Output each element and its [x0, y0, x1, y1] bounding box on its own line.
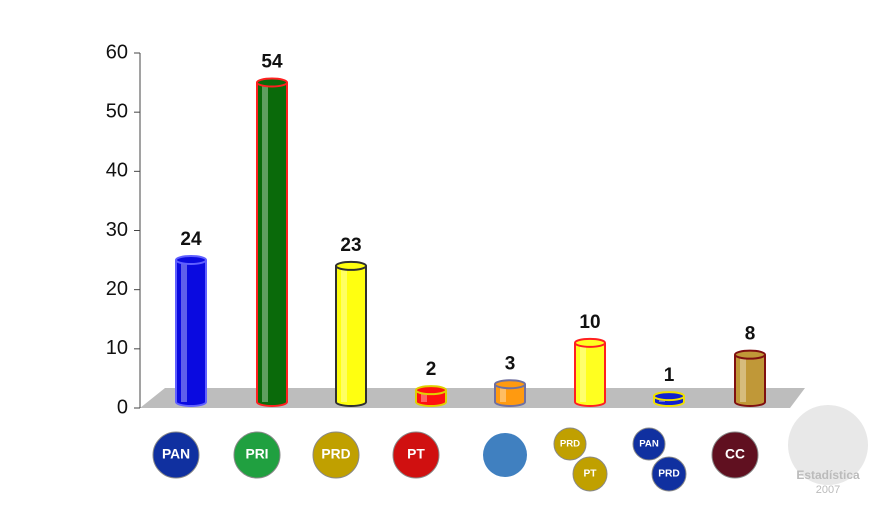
bar-part — [580, 342, 586, 402]
bar-part — [335, 260, 367, 271]
bar-part — [257, 82, 287, 402]
party-logo-label: PRD — [658, 469, 680, 480]
bar — [415, 385, 447, 407]
bar — [653, 391, 685, 407]
bar-part — [500, 384, 506, 402]
bar-part — [735, 354, 765, 402]
bar — [734, 349, 766, 407]
y-tick-label: 0 — [117, 396, 128, 418]
value-label: 1 — [664, 365, 675, 386]
y-tick-label: 40 — [106, 160, 128, 182]
party-logo-label: CC — [725, 447, 745, 462]
bar-part — [575, 342, 605, 402]
floor — [140, 388, 805, 408]
watermark-text: Estadística — [796, 468, 860, 482]
party-logo-label: PRD — [560, 439, 580, 450]
value-label: 23 — [340, 235, 361, 256]
watermark-logo — [788, 405, 868, 485]
bar-part — [262, 82, 268, 402]
bar-part — [574, 337, 606, 348]
bar-part — [415, 385, 447, 396]
bar — [175, 255, 207, 407]
party-logo-label: PAN — [162, 447, 190, 462]
party-logo — [392, 431, 440, 479]
bar-part — [175, 255, 207, 265]
bar-part — [494, 379, 526, 390]
bar-part — [341, 265, 347, 402]
party-logo — [572, 456, 608, 492]
bar-part — [256, 77, 288, 88]
bar-part — [421, 390, 427, 402]
party-logo — [483, 433, 527, 477]
y-tick-label: 10 — [106, 337, 128, 359]
value-label: 10 — [579, 312, 600, 333]
value-label: 54 — [261, 52, 283, 73]
bar-part — [181, 260, 187, 402]
party-logo — [312, 431, 360, 479]
party-logo-label: PAN — [639, 439, 659, 450]
value-label: 3 — [505, 353, 516, 374]
party-logo — [651, 456, 687, 492]
value-label: 2 — [426, 359, 437, 380]
value-label: 24 — [180, 229, 202, 250]
bar — [494, 379, 526, 407]
party-logo — [553, 427, 587, 461]
bar-part — [740, 354, 746, 402]
party-logo — [152, 431, 200, 479]
y-tick-label: 20 — [106, 278, 128, 300]
y-tick-label: 60 — [106, 41, 128, 63]
value-label: 8 — [745, 324, 756, 345]
bar — [335, 260, 367, 407]
party-logo — [233, 431, 281, 479]
party-logo-label: PT — [583, 469, 597, 480]
bar-part — [336, 265, 366, 402]
y-tick-label: 30 — [106, 219, 128, 241]
party-logo — [711, 431, 759, 479]
watermark-text: 2007 — [816, 484, 840, 496]
bar-part — [734, 349, 766, 360]
bar — [574, 337, 606, 407]
party-logo-label: PRI — [246, 447, 269, 462]
bar — [256, 77, 288, 407]
y-tick-label: 50 — [106, 100, 128, 122]
bar-part — [176, 260, 206, 402]
party-logo — [632, 427, 666, 461]
party-logo-label: PRD — [321, 447, 350, 462]
bar-part — [416, 390, 446, 402]
party-logo-label: PT — [407, 447, 425, 462]
bar-part — [653, 391, 685, 402]
